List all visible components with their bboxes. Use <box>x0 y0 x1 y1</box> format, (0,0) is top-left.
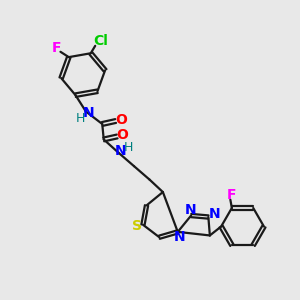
Text: N: N <box>82 106 94 120</box>
Text: Cl: Cl <box>93 34 108 48</box>
Text: N: N <box>115 144 126 158</box>
Text: N: N <box>185 203 196 217</box>
Text: F: F <box>226 188 236 202</box>
Text: N: N <box>173 230 185 244</box>
Text: H: H <box>76 112 85 125</box>
Text: H: H <box>124 141 133 154</box>
Text: O: O <box>116 128 128 142</box>
Text: F: F <box>52 40 61 55</box>
Text: S: S <box>132 219 142 233</box>
Text: N: N <box>208 207 220 221</box>
Text: O: O <box>115 112 127 127</box>
